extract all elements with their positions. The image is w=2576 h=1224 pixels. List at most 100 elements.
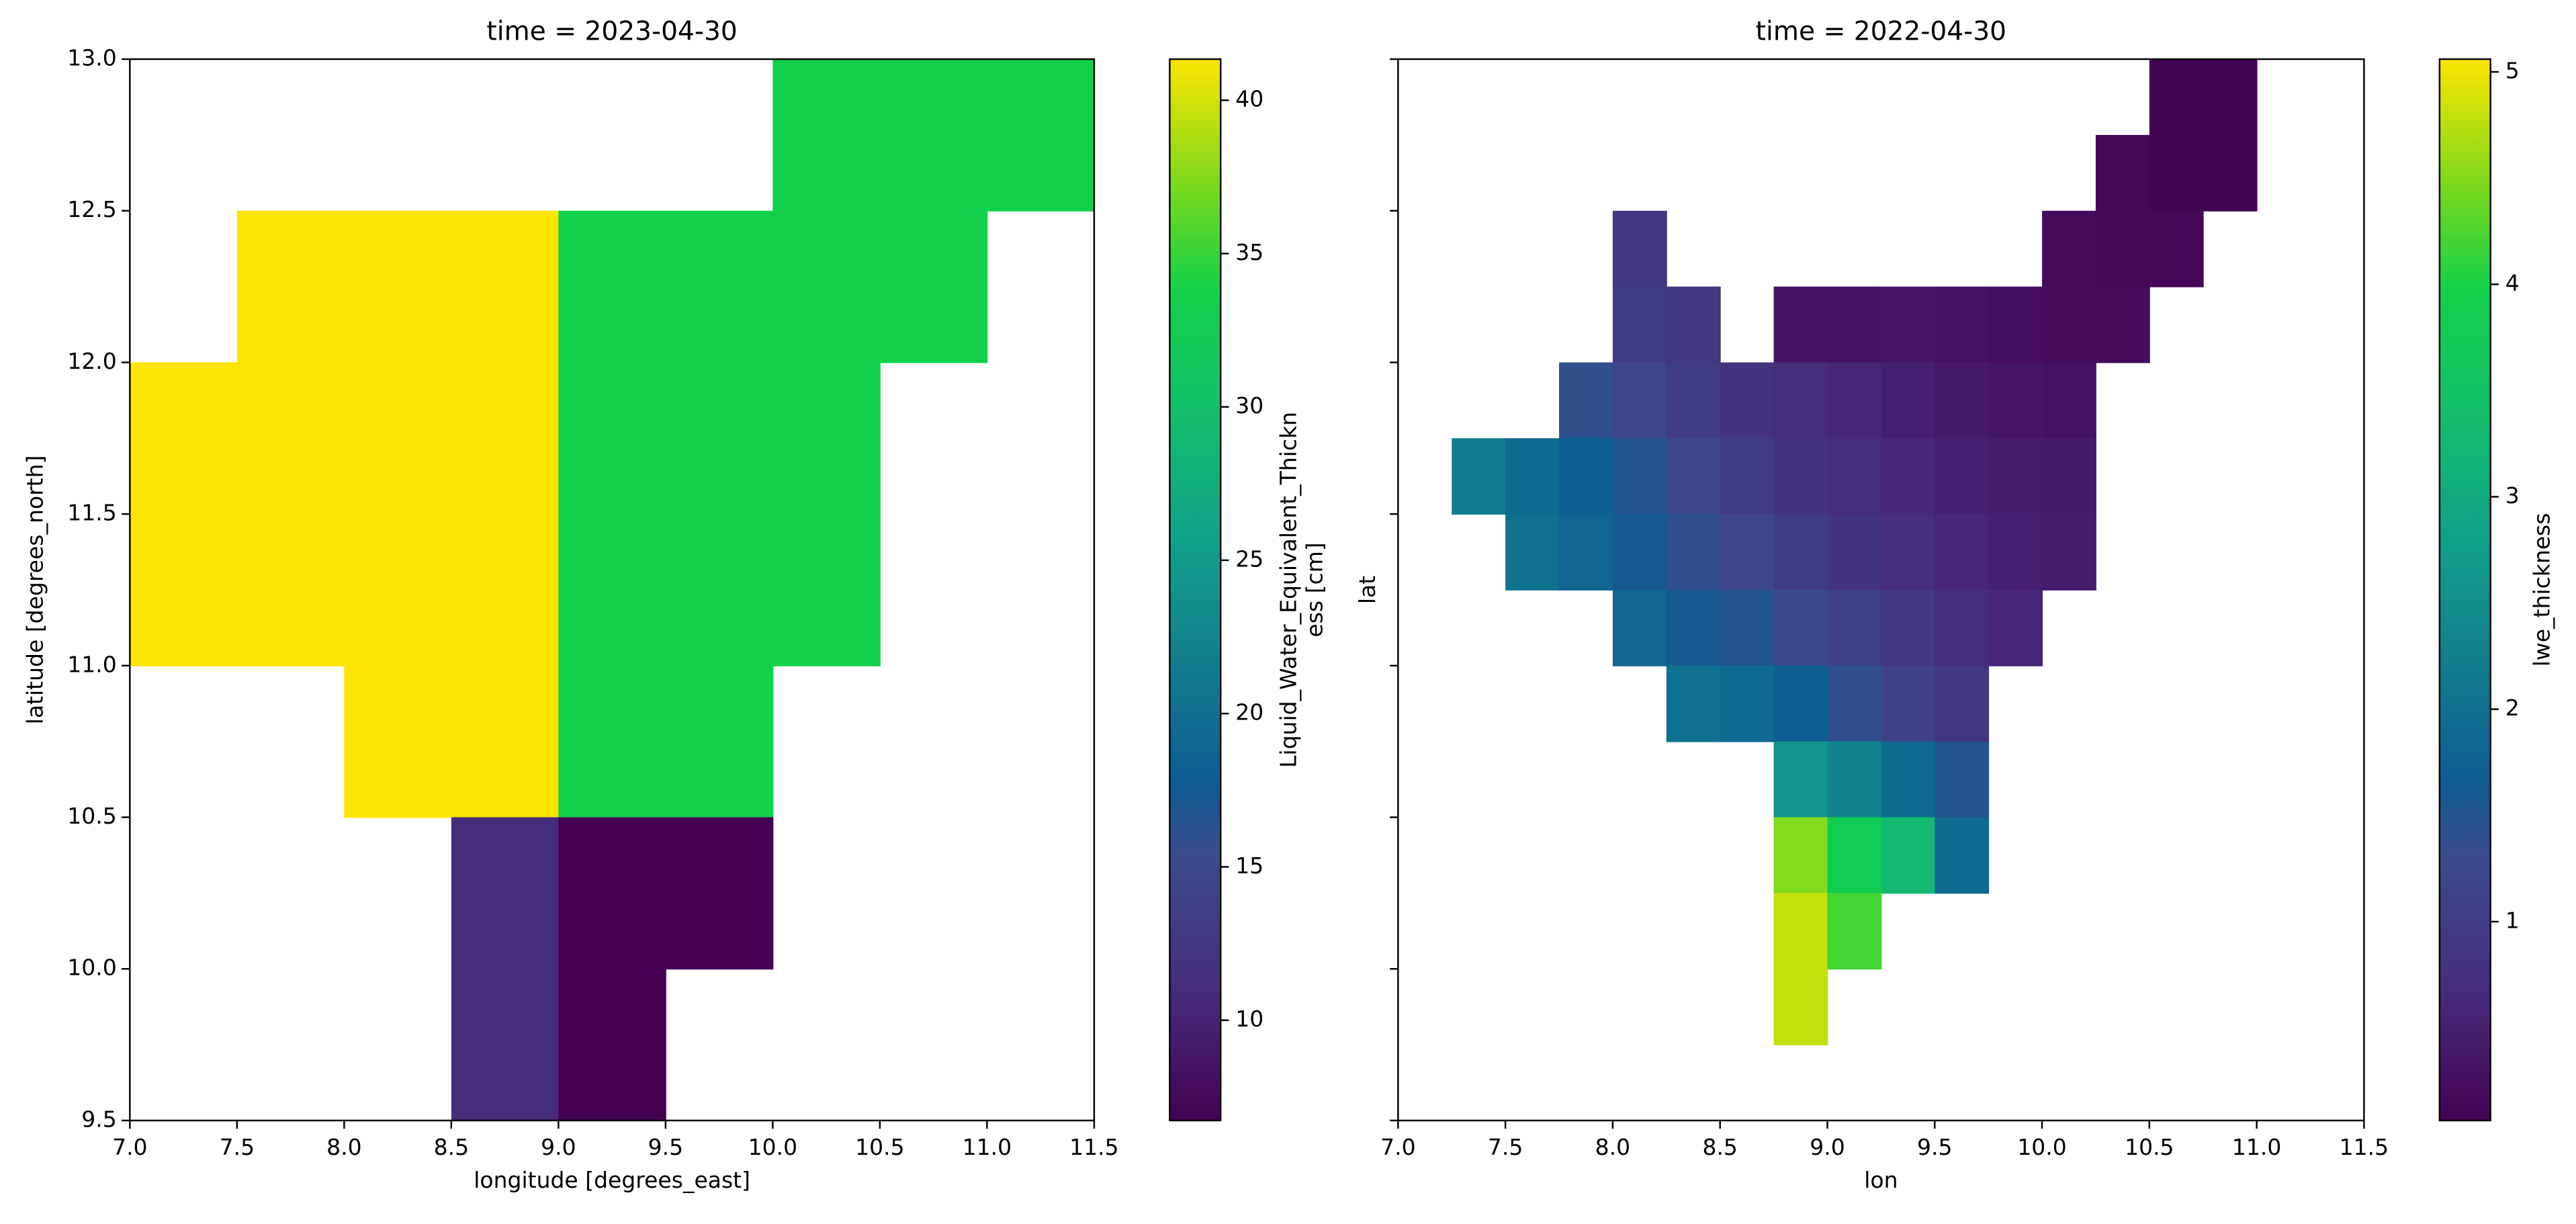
colorbar-tick-label: 15 [1235,853,1263,879]
heatmap-cell [772,362,881,515]
heatmap-cell [1935,438,1990,515]
heatmap-cell [1827,438,1882,515]
x-tick-label: 7.0 [112,1134,147,1160]
heatmap-cell [344,362,452,515]
heatmap-cell [1452,438,1507,515]
y-tick-label: 11.5 [67,500,116,526]
x-tick-label: 11.5 [2340,1134,2389,1160]
y-axis-label: latitude [degrees_north] [21,455,48,725]
chart-title: time = 2022-04-30 [1756,16,2006,46]
heatmap-cell [1935,817,1990,894]
heatmap-cell [1773,438,1828,515]
axes-frame [129,58,1096,1122]
heatmap-cell [1612,362,1667,439]
heatmap-cell [1720,665,1775,742]
heatmap-cell [2095,134,2150,212]
heatmap-cell [879,210,988,363]
colorbar-tick-label: 25 [1235,545,1263,572]
heatmap-cell [879,59,988,212]
x-tick-label: 8.0 [326,1134,361,1160]
x-tick-label: 11.0 [2232,1134,2281,1160]
heatmap-cell [1612,438,1667,515]
y-tick-label: 10.5 [67,803,116,829]
heatmap-cell [344,210,452,363]
colorbar-tick-label: 4 [2505,270,2520,296]
x-tick-label: 7.5 [1488,1134,1523,1160]
colorbar-tick-label: 10 [1235,1006,1263,1032]
heatmap-cell [1827,817,1882,894]
heatmap-cell [236,210,345,363]
y-axis-label: lat [1354,576,1380,604]
axes-frame [1397,58,2365,1122]
heatmap-cell [772,210,881,363]
heatmap-cell [1935,286,1990,363]
heatmap-cell [1666,514,1721,591]
y-tick-label: 10.0 [67,955,116,981]
heatmap-cell [2203,59,2258,136]
heatmap-cell [1881,741,1936,818]
x-axis-label: lon [1864,1167,1898,1193]
heatmap-cell [1720,514,1775,591]
heatmap-cell [1827,589,1882,666]
heatmap-cell [1827,741,1882,818]
x-tick-label: 11.5 [1069,1134,1118,1160]
heatmap-cell [1881,362,1936,439]
heatmap-cell [1935,362,1990,439]
heatmap-cell [2042,514,2096,591]
colorbar-tick-label: 35 [1235,239,1263,265]
heatmap-cell [2095,210,2150,288]
heatmap-cell [558,665,666,818]
colorbar-tick-label: 5 [2505,58,2520,84]
y-tick-label: 12.0 [67,348,116,374]
x-tick-label: 11.0 [963,1134,1012,1160]
colorbar-tick-label: 2 [2505,695,2520,721]
x-tick-label: 8.0 [1595,1134,1630,1160]
heatmap-cell [451,514,560,666]
colorbar-tick-label: 20 [1235,699,1263,726]
heatmap-cell [1666,438,1721,515]
heatmap-cell [2042,286,2096,363]
heatmap-cell [1881,589,1936,666]
heatmap-cell [558,362,666,515]
heatmap-cell [1612,210,1667,288]
heatmap-cell [1773,286,1828,363]
y-tick-label: 9.5 [81,1106,116,1132]
heatmap-cell [1666,286,1721,363]
y-tick-label: 12.5 [67,196,116,222]
heatmap-cell [987,59,1095,212]
heatmap-cell [665,817,774,970]
heatmap-cell [1988,589,2043,666]
heatmap-cell [2149,210,2204,288]
y-tick-label: 11.0 [67,651,116,677]
heatmap-cell [1988,514,2043,591]
heatmap-cell [1827,514,1882,591]
heatmap-cell [236,514,345,666]
heatmap-cell [772,59,881,212]
heatmap-cell [2042,362,2096,439]
heatmap-cell [558,969,666,1121]
heatmap-cell [451,210,560,363]
heatmap-cell [1881,438,1936,515]
heatmap-cell [772,514,881,666]
heatmap-cell [451,969,560,1121]
heatmap-cell [1935,741,1990,818]
heatmap-cell [130,362,238,515]
heatmap-cell [1773,741,1828,818]
heatmap-cell [1666,665,1721,742]
x-tick-label: 10.5 [2125,1134,2174,1160]
heatmap-cell [1720,362,1775,439]
heatmap-cell [1827,893,1882,970]
heatmap-cell [2042,210,2096,288]
heatmap-cell [1935,514,1990,591]
heatmap-cell [2042,438,2096,515]
heatmap-cell [1773,969,1828,1046]
x-tick-label: 9.0 [541,1134,576,1160]
colorbar-label: ess [cm] [1302,542,1328,637]
heatmap-cell [1612,589,1667,666]
heatmap-cell [451,362,560,515]
heatmap-cell [344,665,452,818]
heatmap-cell [1988,286,2043,363]
heatmap-cell [1773,362,1828,439]
x-tick-label: 9.0 [1810,1134,1845,1160]
